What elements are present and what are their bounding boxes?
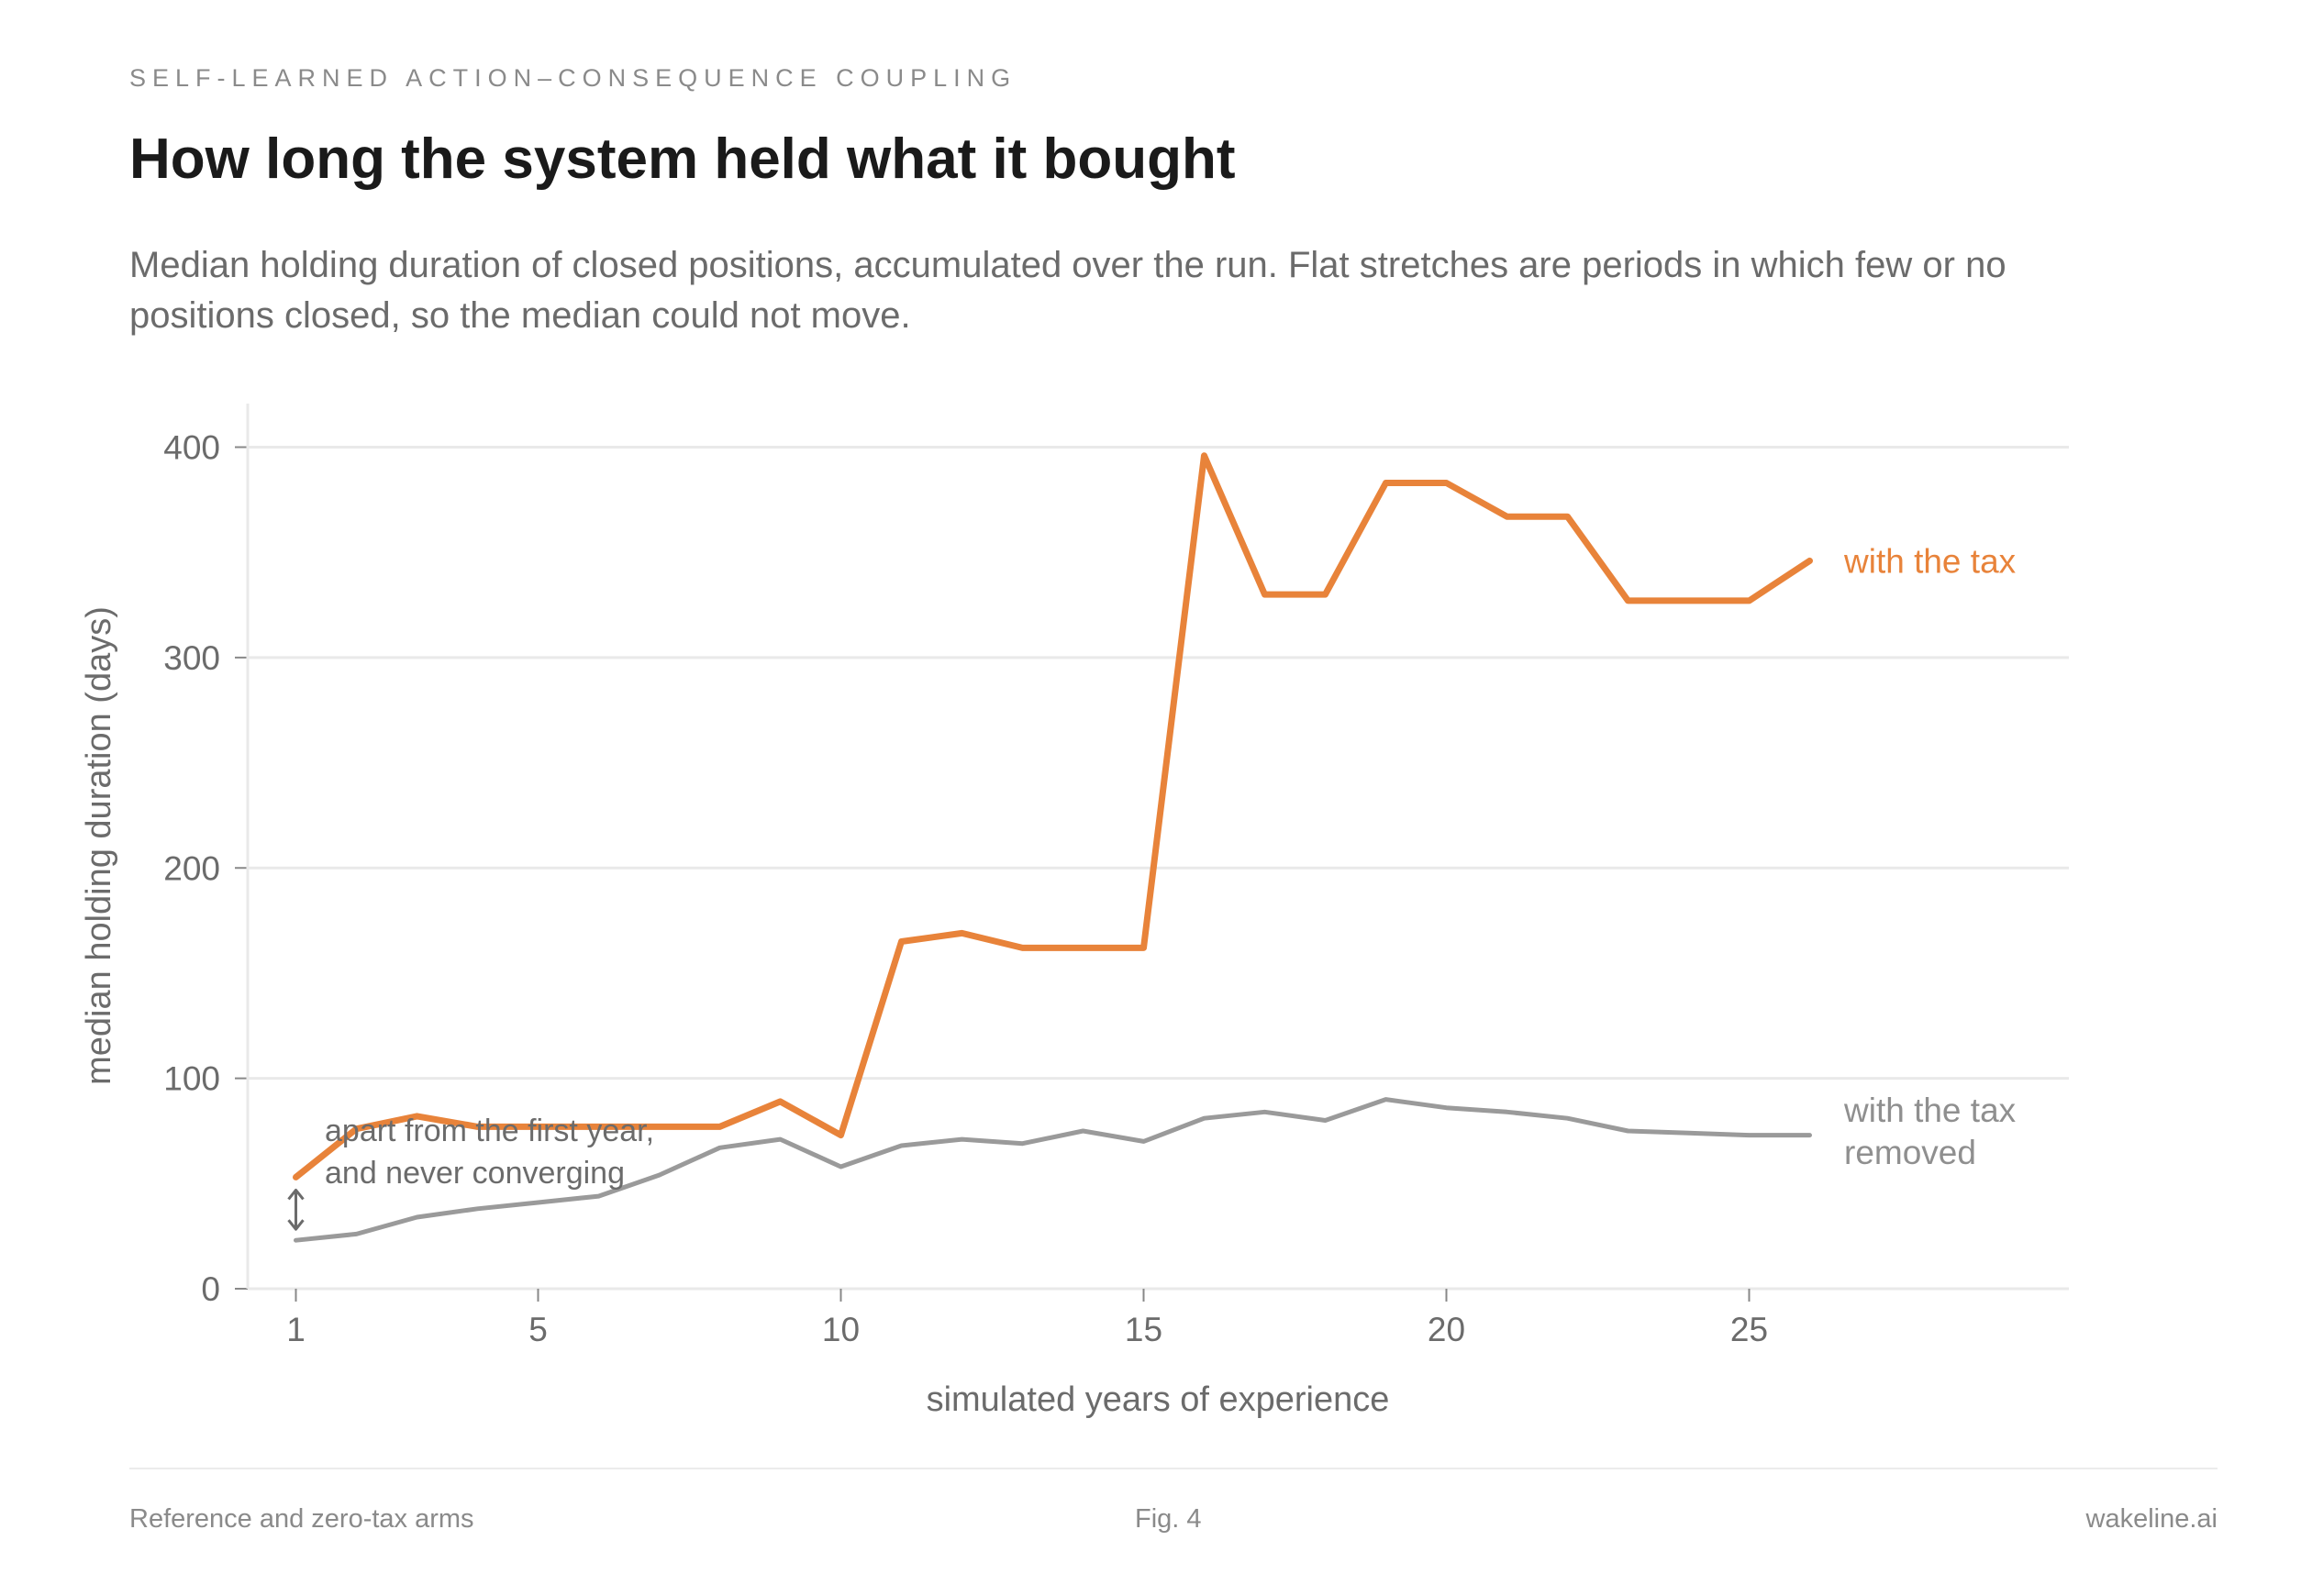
x-tick-label-20: 20	[1428, 1311, 1465, 1348]
chart-eyebrow: SELF-LEARNED ACTION–CONSEQUENCE COUPLING	[129, 64, 1017, 92]
x-tick-label-15: 15	[1125, 1311, 1162, 1348]
x-tick-label-5: 5	[528, 1311, 548, 1348]
x-tick-label-10: 10	[822, 1311, 860, 1348]
y-tick-label-0: 0	[201, 1270, 220, 1308]
y-tick-label-400: 400	[163, 429, 220, 467]
x-axis-label: simulated years of experience	[927, 1380, 1390, 1419]
x-tick-label-1: 1	[286, 1311, 306, 1348]
series-label-tax-removed-line-1: with the tax	[1843, 1092, 2017, 1129]
annotation-text-line-2: and never converging	[325, 1156, 625, 1191]
y-axis-label: median holding duration (days)	[80, 606, 118, 1085]
series-line-with-tax	[293, 452, 1813, 1180]
footer-brand: wakeline.ai	[2085, 1504, 2218, 1534]
grid-layer	[248, 446, 2069, 1291]
footer-source: Reference and zero-tax arms	[129, 1504, 474, 1534]
label-layer: with the tax with the tax removed apart fro…	[287, 542, 2017, 1231]
figure-number: Fig. 4	[1135, 1504, 1202, 1534]
chart-title: How long the system held what it bought	[129, 127, 1236, 191]
series-layer	[293, 452, 1813, 1243]
series-label-with-tax: with the tax	[1843, 542, 2017, 580]
y-tick-label-100: 100	[163, 1060, 220, 1098]
y-tick-label-300: 300	[163, 639, 220, 677]
annotation-text-line-1: apart from the first year,	[325, 1114, 654, 1148]
x-tick-label-25: 25	[1730, 1311, 1768, 1348]
series-label-tax-removed-line-2: removed	[1844, 1134, 1976, 1171]
annotation-arrow-head-down	[287, 1219, 305, 1231]
annotation-arrow-head-up	[287, 1188, 305, 1201]
footer-divider	[129, 1468, 2218, 1469]
series-line-tax-removed	[294, 1097, 1812, 1243]
y-tick-label-200: 200	[163, 849, 220, 887]
chart-subtitle: Median holding duration of closed positi…	[129, 245, 2006, 336]
